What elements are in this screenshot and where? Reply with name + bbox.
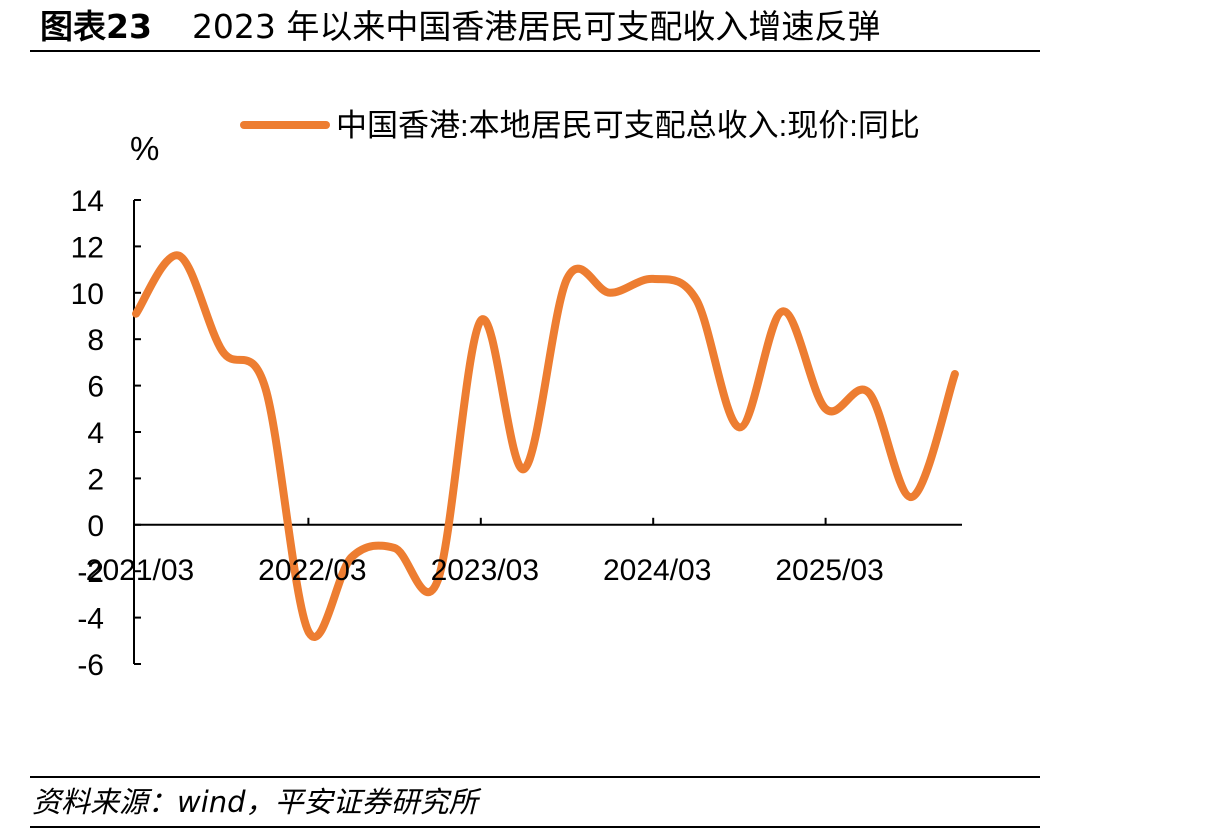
y-tick-label: 12 [71, 231, 104, 264]
figure-label: 图表23 [40, 7, 152, 46]
source-top-rule [30, 776, 1040, 778]
y-tick-label: 8 [87, 324, 104, 357]
y-tick-label: 14 [71, 185, 104, 218]
y-tick-labels: 14 12 10 8 6 4 2 0 -2 -4 -6 [71, 185, 104, 682]
x-tick-label: 2021/03 [86, 554, 194, 587]
y-tick-label: 0 [87, 510, 104, 543]
source-bottom-rule [30, 826, 1040, 828]
y-tick-label: 6 [87, 371, 104, 404]
x-axis [134, 517, 962, 526]
x-tick-label: 2023/03 [431, 554, 539, 587]
x-tick-labels: 2021/03 2022/03 2023/03 2024/03 2025/03 [86, 554, 884, 587]
y-tick-label: -2 [77, 556, 104, 589]
x-tick-label: 2022/03 [258, 554, 366, 587]
legend: 中国香港:本地居民可支配总收入:现价:同比 [240, 108, 920, 143]
y-tick-label: 10 [71, 278, 104, 311]
y-tick-label: 4 [87, 417, 104, 450]
y-tick-label: -4 [77, 603, 104, 636]
figure-title: 图表23 2023 年以来中国香港居民可支配收入增速反弹 [40, 4, 880, 50]
legend-label: 中国香港:本地居民可支配总收入:现价:同比 [336, 108, 920, 143]
y-tick-label: -6 [77, 649, 104, 682]
title-rule [30, 50, 1040, 52]
chart: 中国香港:本地居民可支配总收入:现价:同比 % 14 12 10 8 6 4 2 0 -2 -4 -… [71, 108, 962, 682]
y-axis-unit: % [130, 130, 159, 167]
x-tick-label: 2024/03 [603, 554, 711, 587]
figure-title-text: 2023 年以来中国香港居民可支配收入增速反弹 [191, 7, 881, 46]
x-tick-label: 2025/03 [775, 554, 883, 587]
y-tick-label: 2 [87, 463, 104, 496]
y-axis [133, 199, 141, 665]
series-line [132, 251, 959, 641]
source-note: 资料来源：wind，平安证券研究所 [32, 785, 478, 819]
